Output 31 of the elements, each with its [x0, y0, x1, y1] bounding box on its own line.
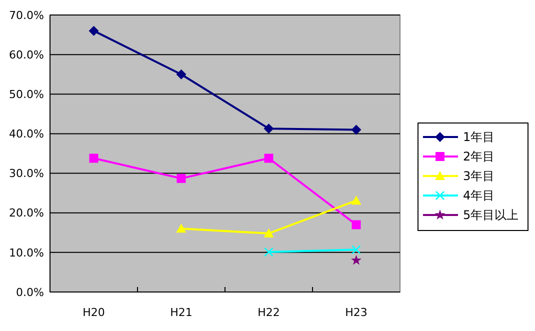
legend-label: 2年目 [463, 150, 495, 164]
point [176, 174, 186, 183]
y-tick-label: 60.0% [9, 48, 44, 62]
x-tick-label: H23 [345, 306, 368, 319]
legend-label: 4年目 [463, 188, 495, 203]
legend-label: 5年目以上 [463, 208, 519, 222]
y-tick-label: 70.0% [9, 8, 44, 22]
point [88, 26, 99, 36]
y-tick-label: 0.0% [16, 286, 44, 299]
point [351, 254, 362, 265]
x-tick-label: H20 [82, 306, 105, 319]
y-tick-label: 30.0% [9, 167, 44, 180]
legend-label: 1年目 [463, 130, 495, 144]
x-tick-label: H22 [258, 306, 280, 319]
point [351, 196, 362, 205]
point [176, 224, 186, 233]
x-tick-label: H21 [170, 306, 192, 319]
y-tick-label: 10.0% [9, 246, 44, 260]
y-tick-label: 20.0% [9, 206, 44, 220]
legend-label: 3年目 [463, 169, 495, 184]
point [176, 69, 186, 80]
point [264, 247, 274, 257]
y-tick-label: 40.0% [9, 128, 44, 141]
point [89, 154, 98, 163]
point [351, 124, 362, 135]
point [352, 220, 361, 230]
y-tick-label: 50.0% [9, 88, 44, 101]
point [264, 124, 274, 134]
point [352, 245, 361, 254]
point [264, 228, 274, 238]
point [264, 154, 274, 163]
